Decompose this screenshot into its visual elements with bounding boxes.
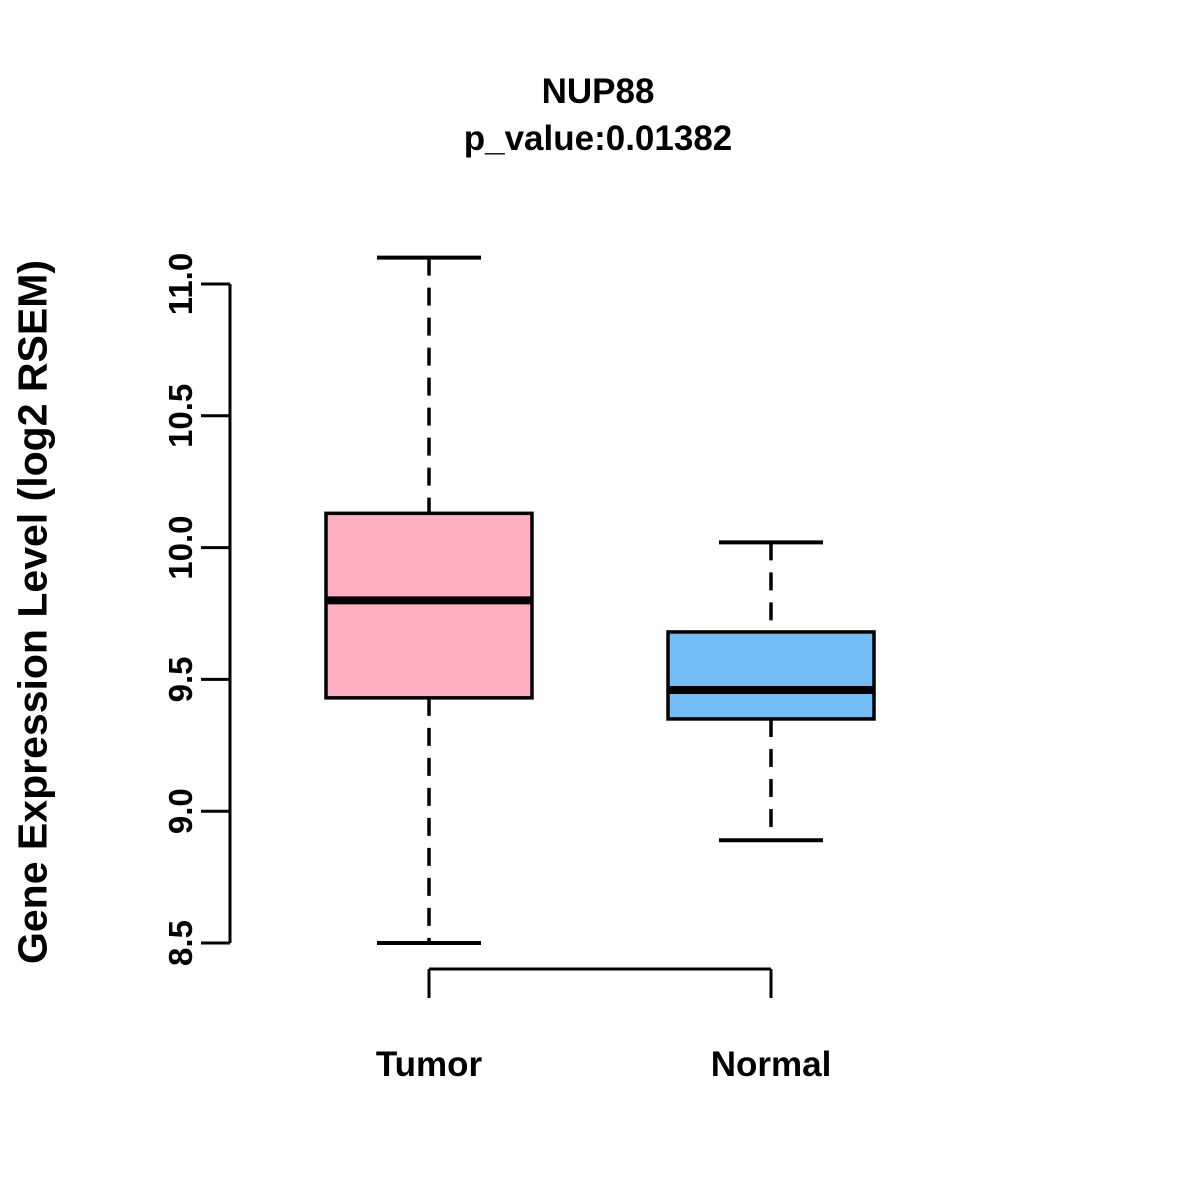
box-tumor: [324, 511, 534, 700]
chart-title: NUP88: [541, 72, 655, 111]
x-category-label-normal: Normal: [711, 1045, 832, 1084]
y-tick-label: 9.0: [162, 788, 199, 834]
box-normal: [666, 630, 876, 721]
y-tick-label: 11.0: [162, 253, 199, 315]
y-tick-label: 9.5: [162, 656, 199, 702]
y-tick-label: 10.0: [162, 515, 199, 579]
x-category-label-tumor: Tumor: [376, 1045, 483, 1084]
y-tick-label: 8.5: [162, 920, 199, 966]
y-tick-label: 10.5: [162, 384, 199, 448]
chart-subtitle: p_value:0.01382: [463, 119, 733, 158]
y-axis-label: Gene Expression Level (log2 RSEM): [9, 259, 56, 965]
